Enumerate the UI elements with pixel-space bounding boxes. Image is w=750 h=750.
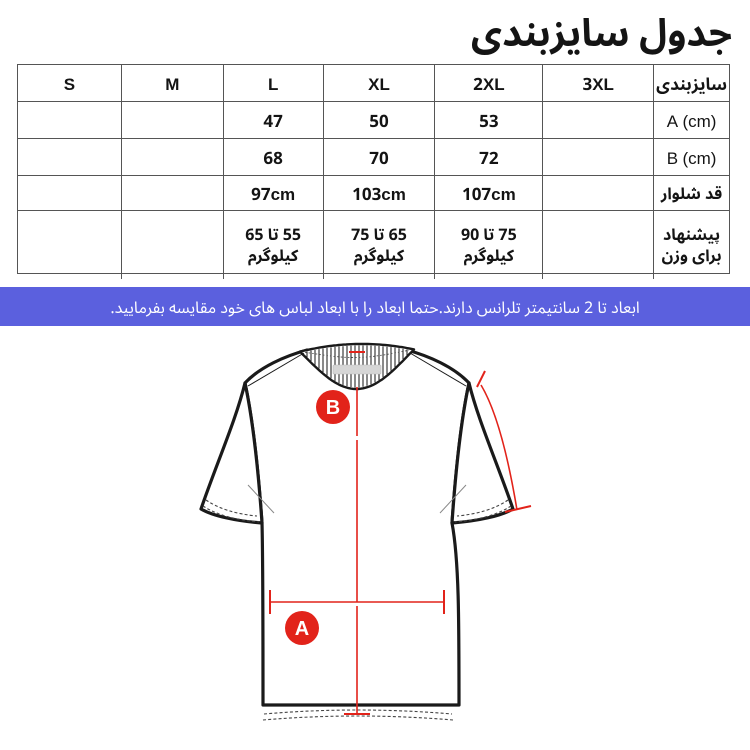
svg-text:A: A — [295, 618, 309, 640]
svg-text:B: B — [326, 397, 340, 419]
